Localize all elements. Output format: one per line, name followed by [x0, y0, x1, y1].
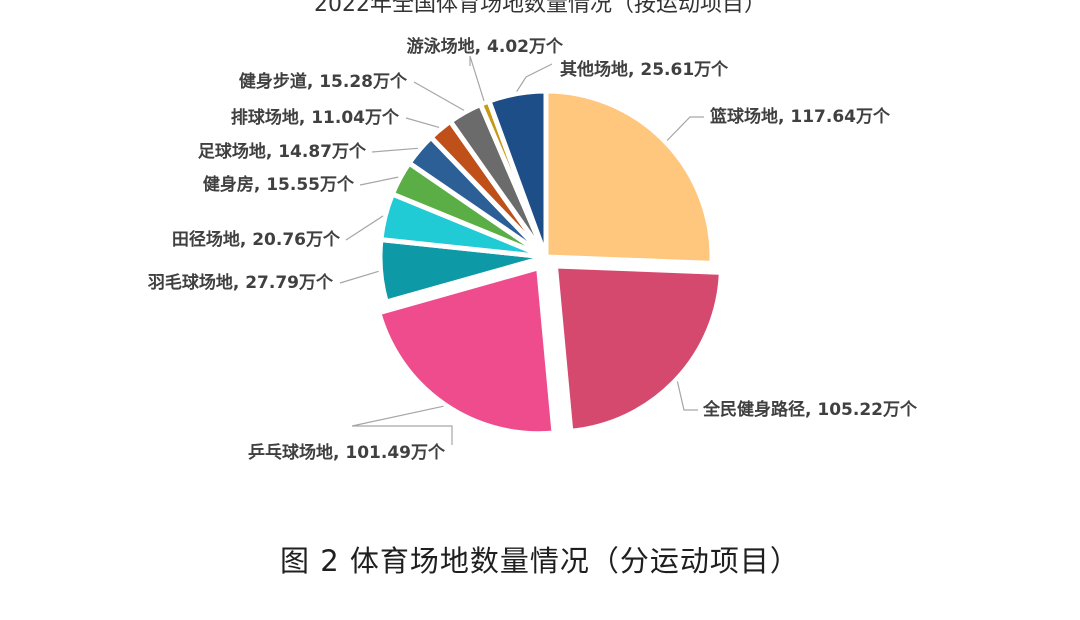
- pie-slice-11: [486, 88, 549, 260]
- leader-line-8: [405, 117, 440, 128]
- leader-lines: [339, 55, 704, 445]
- pie-slices: [376, 88, 724, 437]
- slice-label-4: 羽毛球场地, 27.79万个: [148, 272, 334, 293]
- slice-label-7: 足球场地, 14.87万个: [198, 141, 367, 162]
- figure-caption: 图 2 体育场地数量情况（分运动项目）: [280, 544, 800, 578]
- pie-slice-2: [552, 263, 724, 434]
- leader-line-4: [339, 270, 379, 284]
- leader-line-7: [371, 147, 418, 153]
- slice-label-9: 健身步道, 15.28万个: [239, 71, 408, 92]
- slice-label-1: 篮球场地, 117.64万个: [709, 106, 891, 127]
- pie-slice-3: [376, 265, 557, 437]
- slice-label-11: 其他场地, 25.61万个: [560, 59, 729, 80]
- slice-label-3: 乒乓球场地, 101.49万个: [248, 442, 446, 463]
- chart-title-cut-off: 2022年全国体育场地数量情况（按运动项目）: [314, 0, 766, 17]
- leader-line-10: [469, 55, 485, 102]
- leader-line-9: [413, 81, 465, 111]
- leader-line-11: [516, 63, 553, 92]
- leader-line-3: [351, 405, 453, 445]
- pie-slice-1: [543, 88, 715, 266]
- slice-label-6: 健身房, 15.55万个: [203, 174, 355, 195]
- leader-line-5: [345, 215, 384, 241]
- leader-line-1: [666, 116, 704, 141]
- slice-label-8: 排球场地, 11.04万个: [231, 107, 400, 128]
- leader-line-2: [676, 381, 698, 411]
- slice-label-2: 全民健身路径, 105.22万个: [702, 399, 918, 420]
- slice-label-10: 游泳场地, 4.02万个: [407, 36, 564, 57]
- slice-label-5: 田径场地, 20.76万个: [172, 229, 341, 250]
- leader-line-6: [359, 176, 399, 186]
